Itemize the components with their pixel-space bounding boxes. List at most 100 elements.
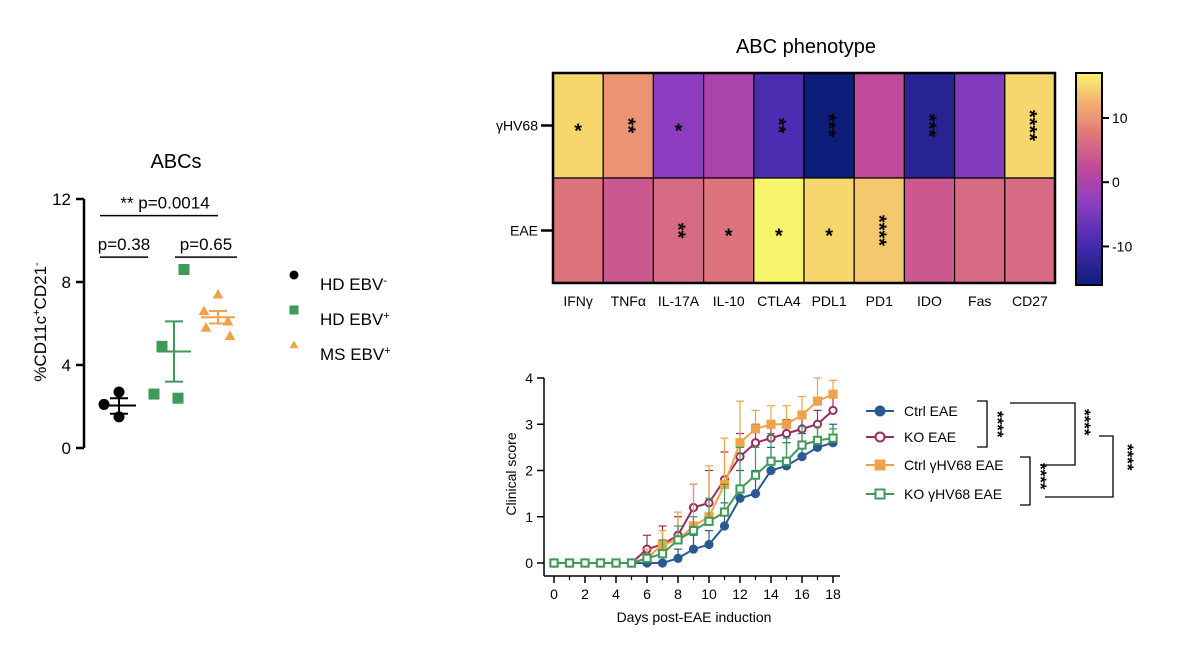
clinical-data-point [766,456,776,466]
clinical-data-point [735,438,745,448]
abcs-y-tick-label: 4 [62,356,71,375]
abcs-comparisons: p=0.38 p=0.65 ** p=0.0014 [98,194,237,258]
heatmap-column-label: PD1 [866,293,893,309]
clinical-x-tick-label: 4 [612,586,620,602]
abcs-data-points [98,264,236,423]
heatmap-panel: ABC phenotype * ** * ** *** *** ****** * * * **** … [496,36,1132,309]
heatmap-cell [803,72,855,179]
heatmap-row-labels: γHV68 EAE [496,118,553,239]
clinical-data-point [735,484,745,494]
heatmap-significance-mark: *** [817,114,839,138]
abcs-point [198,305,210,316]
abcs-legend-sup: + [384,345,390,357]
abcs-legend-label: HD EBV- [320,275,387,294]
heatmap-cell [903,72,956,179]
abcs-legend-marker [289,305,299,315]
clinical-data-point [564,558,575,568]
abcs-legend-label: MS EBV+ [320,345,391,364]
clinical-data-point [642,553,652,563]
clinical-legend-label: KO EAE [904,429,956,445]
abcs-legend-text: MS EBV [320,345,385,364]
heatmap-significance-mark: * [775,226,783,248]
clinical-data-point [704,539,714,550]
clinical-x-tick-label: 14 [763,586,779,602]
clinical-score-legend: Ctrl EAE KO EAE Ctrl γHV68 EAE KO γHV68 EAE [866,403,1004,502]
heatmap-cells: * ** * ** *** *** ****** * * * **** [552,72,1056,284]
heatmap-row-label: γHV68 [496,118,538,134]
abcs-legend-sup: + [383,310,389,322]
abcs-legend-text: HD EBV [320,275,384,294]
abcs-point [224,330,236,341]
clinical-series [549,425,838,568]
heatmap-cell [953,72,1006,179]
clinical-data-point [812,435,823,446]
abcs-point [178,264,190,276]
heatmap-cell [602,177,655,284]
clinical-data-point [719,521,730,531]
abcs-legend-text: HD EBV [320,310,384,329]
abcs-ylabel-part-2: CD21 [31,266,50,309]
abcs-point [98,398,110,410]
significance-label: **** [1031,463,1050,490]
clinical-data-point [549,558,559,568]
abcs-comparison-label: p=0.65 [180,235,232,254]
abcs-legend-marker [289,270,299,280]
clinical-data-point [688,544,699,554]
clinical-y-tick-label: 0 [525,555,533,571]
abcs-ylabel-sup-2: - [31,262,43,266]
clinical-score-y-label: Clinical score [503,432,519,515]
significance-label: **** [988,411,1007,438]
heatmap-column-label: TNFα [611,293,646,309]
heatmap-cell [803,177,855,284]
heatmap-cell [853,72,906,179]
abcs-point [212,288,224,299]
clinical-data-point [797,452,807,462]
clinical-x-tick-label: 18 [825,586,841,602]
clinical-data-point [781,428,792,439]
heatmap-column-label: IL-10 [713,293,745,309]
clinical-data-point [766,465,776,476]
clinical-score-panel: Clinical score Days post-EAE induction 0… [503,370,1137,625]
clinical-x-tick-label: 16 [794,586,810,602]
heatmap-significance-mark: ** [767,118,789,134]
abcs-ylabel-sup-1: + [31,309,43,315]
clinical-legend-label: Ctrl EAE [904,403,958,419]
clinical-score-significance: **** **** **** **** [977,400,1137,506]
clinical-x-tick-label: 2 [581,586,589,602]
heatmap-cell [702,177,755,284]
heatmap-cell [602,72,655,179]
clinical-data-point [595,558,606,568]
heatmap-significance-mark: *** [918,114,940,138]
clinical-data-point [766,419,776,429]
clinical-x-tick-label: 6 [643,586,651,602]
clinical-score-series [549,377,838,568]
clinical-data-point [704,516,714,526]
heatmap-significance-mark: * [725,226,733,248]
clinical-data-point [812,396,823,406]
heatmap-significance-mark: * [574,121,582,143]
heatmap-column-label: IL-17A [658,293,700,309]
significance-bracket [1045,435,1114,498]
heatmap-significance-mark: **** [867,215,889,246]
significance-bracket [1020,456,1031,506]
abcs-comparison-label: p=0.38 [98,235,150,254]
abcs-legend-marker [289,340,299,349]
clinical-data-point [719,507,730,517]
heatmap-colorbar [1075,72,1103,286]
heatmap-column-label: PDL1 [812,293,847,309]
clinical-legend-marker [874,488,886,500]
heatmap-cell [1004,177,1056,284]
abcs-y-tick-label: 0 [62,439,71,458]
heatmap-significance-mark: ** [667,223,689,239]
abcs-point [172,392,184,404]
clinical-y-tick-label: 3 [525,416,533,432]
heatmap-cell [702,72,755,179]
abcs-y-ticks: 0 4 8 12 [52,190,84,458]
clinical-data-point [657,558,668,568]
clinical-data-point [828,389,838,399]
abcs-point [113,386,125,398]
clinical-x-tick-label: 12 [732,586,748,602]
heatmap-column-label: CD27 [1012,293,1048,309]
